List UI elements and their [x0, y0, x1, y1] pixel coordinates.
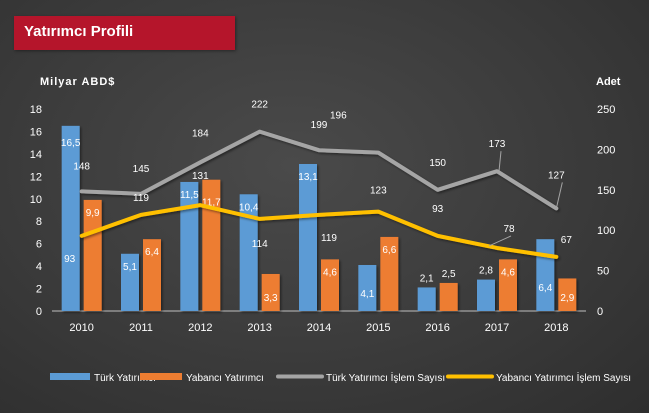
- bar-data-label: 16,5: [61, 138, 81, 149]
- leader-line: [498, 151, 502, 172]
- bar-turk: [477, 279, 495, 311]
- bar-yabanci: [380, 236, 399, 311]
- y-tick-label: 18: [30, 104, 42, 116]
- y-tick-label: 0: [36, 306, 42, 318]
- line-data-label: 127: [548, 170, 565, 181]
- line-data-label: 199: [311, 120, 328, 131]
- legend-label-2: Türk Yatırımcı İşlem Sayısı: [326, 371, 445, 384]
- x-tick-label: 2018: [544, 322, 568, 334]
- legend-label-3: Yabancı Yatırımcı İşlem Sayısı: [496, 371, 631, 384]
- bar-data-label: 4,6: [323, 267, 337, 278]
- bar-yabanci: [83, 199, 102, 311]
- bar-data-label: 2,1: [420, 273, 434, 284]
- bar-data-label: 6,4: [145, 247, 159, 258]
- line-data-label: 184: [192, 128, 209, 139]
- chart-title: Yatırımcı Profili: [24, 23, 134, 40]
- x-tick-label: 2011: [129, 322, 153, 334]
- bar-yabanci: [321, 259, 339, 311]
- bar-turk: [61, 125, 80, 311]
- y2-tick-label: 250: [597, 104, 615, 116]
- x-tick-label: 2014: [307, 322, 331, 334]
- y2-tick-label: 50: [597, 266, 609, 278]
- y-tick-label: 8: [36, 216, 42, 228]
- y2-axis-title: Adet: [596, 76, 621, 88]
- bar-yabanci: [261, 273, 280, 311]
- bar-data-label: 11,7: [202, 198, 221, 209]
- y-tick-label: 14: [30, 149, 42, 161]
- bar-data-label: 2,9: [560, 293, 574, 304]
- bar-data-label: 11,5: [180, 190, 199, 201]
- line-data-label: 145: [133, 164, 150, 175]
- bar-data-label: 13,1: [298, 172, 318, 183]
- bar-yabanci: [143, 239, 161, 311]
- x-tick-label: 2017: [485, 322, 509, 334]
- line-data-label: 93: [64, 254, 76, 265]
- bar-turk: [180, 181, 199, 311]
- line-data-label: 150: [429, 158, 446, 169]
- bar-yabanci: [439, 282, 458, 311]
- line-data-label: 93: [432, 204, 444, 215]
- y-tick-label: 16: [30, 126, 42, 138]
- title-banner: Yatırımcı Profili: [14, 16, 235, 50]
- line-data-label: 119: [133, 193, 149, 204]
- x-tick-label: 2015: [366, 322, 390, 334]
- bar-data-label: 6,4: [538, 283, 552, 294]
- line-data-label: 78: [503, 224, 515, 235]
- leader-line: [488, 235, 512, 247]
- y-tick-label: 2: [36, 284, 42, 296]
- legend-swatch-1: [140, 373, 182, 380]
- y2-tick-label: 150: [597, 185, 615, 197]
- y2-tick-label: 200: [597, 144, 615, 156]
- bar-data-label: 9,9: [86, 208, 100, 219]
- bar-turk: [299, 163, 317, 311]
- x-tick-label: 2013: [247, 322, 271, 334]
- line-data-label: 131: [192, 171, 209, 182]
- y-tick-label: 10: [30, 194, 42, 206]
- line-data-label: 67: [561, 235, 573, 246]
- bar-turk: [239, 194, 258, 311]
- bar-data-label: 3,3: [264, 293, 278, 304]
- x-tick-label: 2012: [188, 322, 212, 334]
- line-data-label: 114: [252, 239, 268, 250]
- y-tick-label: 4: [36, 261, 42, 273]
- line-yabanci-islem: [79, 203, 559, 259]
- bar-data-label: 10,4: [239, 202, 259, 213]
- line-data-label: 196: [330, 111, 347, 122]
- bar-yabanci: [202, 179, 221, 311]
- line-data-label: 119: [321, 233, 337, 244]
- bar-turk: [417, 287, 436, 311]
- y-axis-title: Milyar ABD$: [40, 76, 115, 88]
- x-tick-label: 2016: [425, 322, 449, 334]
- x-tick-label: 2010: [69, 322, 93, 334]
- line-turk-islem: [79, 129, 559, 211]
- legend-label-1: Yabancı Yatırımcı: [186, 373, 264, 384]
- bar-data-label: 2,5: [442, 269, 456, 280]
- bar-data-label: 2,8: [479, 266, 493, 277]
- line-data-label: 173: [489, 139, 506, 150]
- bar-yabanci: [499, 259, 517, 311]
- y-tick-label: 12: [30, 171, 42, 183]
- bar-data-label: 4,1: [360, 289, 374, 300]
- line-data-label: 222: [251, 100, 268, 111]
- y-tick-label: 6: [36, 239, 42, 251]
- bar-data-label: 6,6: [382, 245, 396, 256]
- leader-line: [555, 182, 563, 209]
- bar-yabanci: [558, 278, 577, 311]
- legend-label-0: Türk Yatırımcı: [94, 373, 156, 384]
- y2-tick-label: 0: [597, 306, 603, 318]
- bar-turk: [358, 264, 377, 311]
- bar-data-label: 4,6: [501, 267, 515, 278]
- bar-turk: [121, 253, 139, 311]
- line-data-label: 148: [73, 161, 90, 172]
- y2-tick-label: 100: [597, 225, 615, 237]
- legend-swatch-0: [50, 373, 90, 380]
- bar-data-label: 5,1: [123, 262, 137, 273]
- bar-turk: [536, 239, 555, 311]
- line-data-label: 123: [370, 186, 387, 197]
